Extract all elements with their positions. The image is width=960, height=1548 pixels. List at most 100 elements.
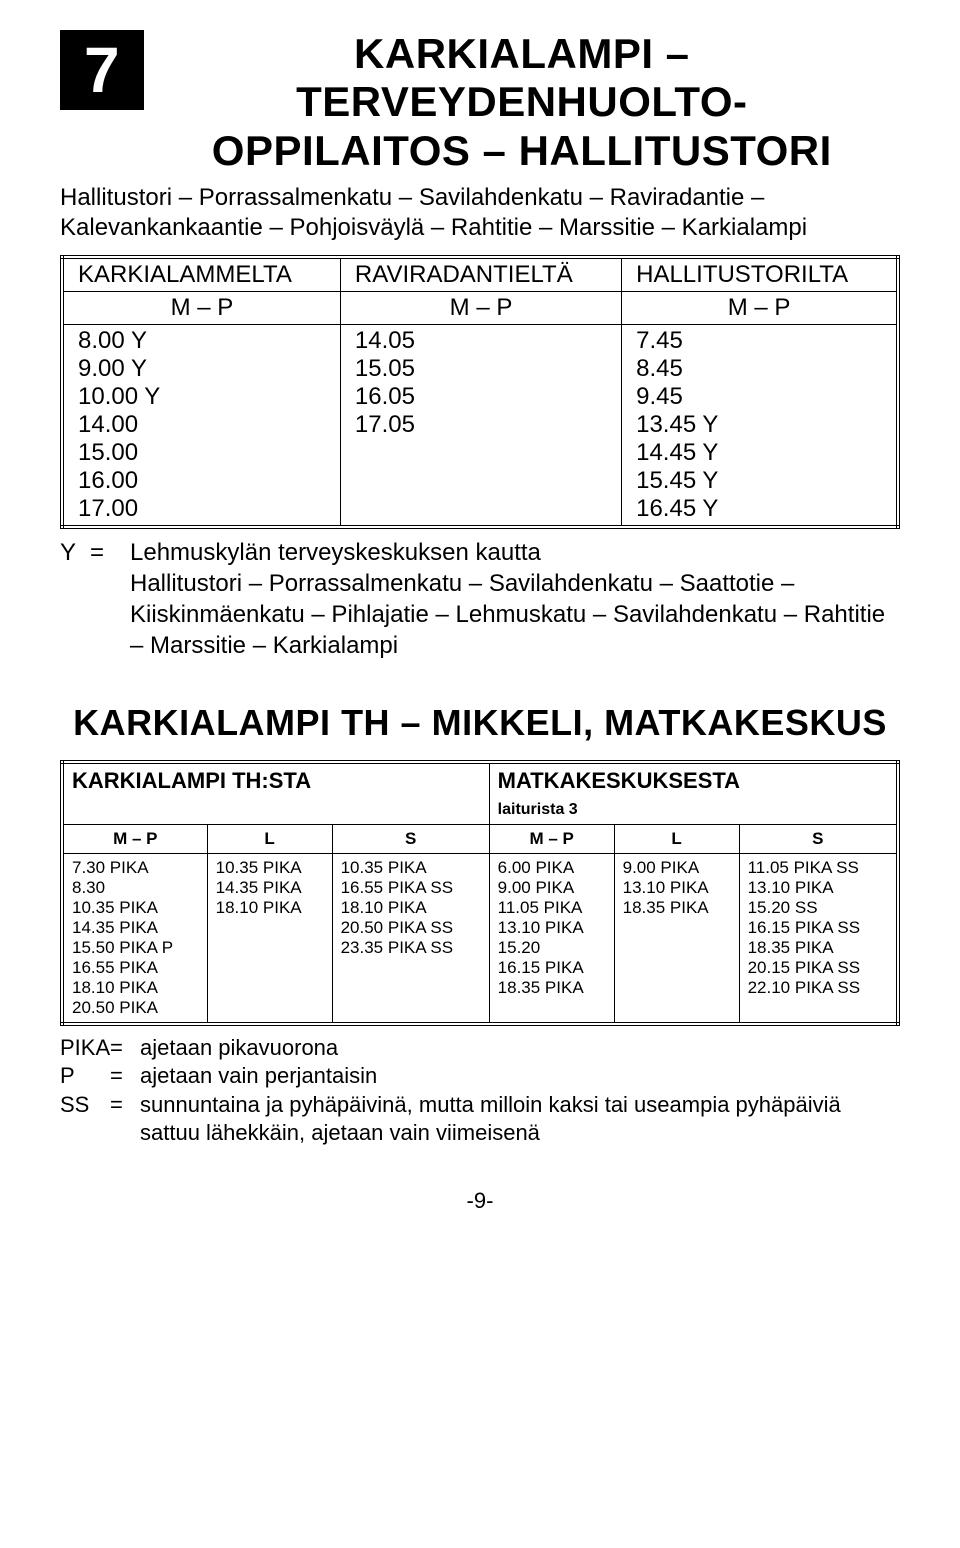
time-value: 18.10 PIKA (216, 898, 324, 918)
title-line1: KARKIALAMPI – TERVEYDENHUOLTO- (144, 30, 900, 127)
time-value: 14.00 (78, 411, 326, 439)
time-value: 13.45 Y (636, 411, 882, 439)
tt2-c4: 6.00 PIKA9.00 PIKA11.05 PIKA13.10 PIKA15… (489, 853, 614, 1024)
table1-sub-1: M – P (62, 291, 340, 324)
time-value: 15.45 Y (636, 467, 882, 495)
note-y: Y = Lehmuskylän terveyskeskuksen kautta … (60, 537, 900, 662)
legend-eq: = (110, 1062, 140, 1091)
legend-val: sunnuntaina ja pyhäpäivinä, mutta milloi… (140, 1091, 900, 1148)
legend-val: ajetaan vain perjantaisin (140, 1062, 900, 1091)
table1-sub-2: M – P (340, 291, 621, 324)
time-value: 8.30 (72, 878, 199, 898)
legend-eq: = (110, 1091, 140, 1148)
note-eq: = (90, 537, 130, 662)
time-value: 16.15 PIKA (498, 958, 606, 978)
time-value: 15.20 (498, 938, 606, 958)
legend-row-p: P = ajetaan vain perjantaisin (60, 1062, 900, 1091)
time-value: 18.10 PIKA (72, 978, 199, 998)
timetable-2: KARKIALAMPI TH:STA MATKAKESKUKSESTA lait… (60, 760, 900, 1026)
legend-eq: = (110, 1034, 140, 1063)
time-value: 13.10 PIKA (623, 878, 731, 898)
legend-row-ss: SS = sunnuntaina ja pyhäpäivinä, mutta m… (60, 1091, 900, 1148)
page: 7 KARKIALAMPI – TERVEYDENHUOLTO- OPPILAI… (0, 0, 960, 1254)
time-value: 17.00 (78, 495, 326, 523)
time-value: 10.35 PIKA (216, 858, 324, 878)
group2-label: MATKAKESKUKSESTA (498, 768, 740, 793)
time-value: 18.35 PIKA (748, 938, 888, 958)
tt2-colhead-1: M – P (62, 824, 207, 853)
section2-title: KARKIALAMPI TH – MIKKELI, MATKAKESKUS (60, 702, 900, 744)
group-head-1: KARKIALAMPI TH:STA (62, 762, 489, 825)
time-value: 20.50 PIKA (72, 998, 199, 1018)
time-value: 15.05 (355, 355, 607, 383)
tt2-colhead-3: S (332, 824, 489, 853)
time-value: 20.15 PIKA SS (748, 958, 888, 978)
route-description: Hallitustori – Porrassalmenkatu – Savila… (60, 183, 900, 243)
title-line2: OPPILAITOS – HALLITUSTORI (144, 127, 900, 175)
time-value: 10.00 Y (78, 383, 326, 411)
route-number: 7 (60, 30, 144, 110)
time-value: 18.35 PIKA (498, 978, 606, 998)
table1-col3: 7.458.459.4513.45 Y14.45 Y15.45 Y16.45 Y (622, 324, 898, 527)
table1-sub-3: M – P (622, 291, 898, 324)
time-value: 9.00 PIKA (498, 878, 606, 898)
group-head-2: MATKAKESKUKSESTA laiturista 3 (489, 762, 898, 825)
table1-col1: 8.00 Y9.00 Y10.00 Y14.0015.0016.0017.00 (62, 324, 340, 527)
time-value: 16.45 Y (636, 495, 882, 523)
tt2-c5: 9.00 PIKA13.10 PIKA18.35 PIKA (614, 853, 739, 1024)
timetable-1: KARKIALAMMELTA RAVIRADANTIELTÄ HALLITUST… (60, 255, 900, 529)
table1-header-3: HALLITUSTORILTA (622, 257, 898, 292)
time-value: 15.00 (78, 439, 326, 467)
time-value: 11.05 PIKA (498, 898, 606, 918)
time-value: 16.55 PIKA (72, 958, 199, 978)
tt2-colhead-2: L (207, 824, 332, 853)
time-value: 6.00 PIKA (498, 858, 606, 878)
legend-key: P (60, 1062, 110, 1091)
tt2-c2: 10.35 PIKA14.35 PIKA18.10 PIKA (207, 853, 332, 1024)
tt2-colhead-4: M – P (489, 824, 614, 853)
time-value: 9.45 (636, 383, 882, 411)
time-value: 7.45 (636, 327, 882, 355)
time-value: 18.10 PIKA (341, 898, 481, 918)
time-value: 8.00 Y (78, 327, 326, 355)
legend-row-pika: PIKA = ajetaan pikavuorona (60, 1034, 900, 1063)
time-value: 16.00 (78, 467, 326, 495)
time-value: 13.10 PIKA (748, 878, 888, 898)
legend-key: SS (60, 1091, 110, 1148)
time-value: 16.55 PIKA SS (341, 878, 481, 898)
legend-val: ajetaan pikavuorona (140, 1034, 900, 1063)
note-key: Y (60, 537, 90, 662)
time-value: 15.50 PIKA P (72, 938, 199, 958)
group2-sub: laiturista 3 (498, 801, 578, 818)
time-value: 9.00 Y (78, 355, 326, 383)
time-value: 9.00 PIKA (623, 858, 731, 878)
time-value: 13.10 PIKA (498, 918, 606, 938)
tt2-c6: 11.05 PIKA SS13.10 PIKA15.20 SS16.15 PIK… (739, 853, 898, 1024)
table1-header-2: RAVIRADANTIELTÄ (340, 257, 621, 292)
page-number: -9- (60, 1188, 900, 1214)
time-value: 18.35 PIKA (623, 898, 731, 918)
note-line1: Lehmuskylän terveyskeskuksen kautta (130, 537, 900, 568)
tt2-c3: 10.35 PIKA16.55 PIKA SS18.10 PIKA20.50 P… (332, 853, 489, 1024)
time-value: 22.10 PIKA SS (748, 978, 888, 998)
time-value: 20.50 PIKA SS (341, 918, 481, 938)
title-block: KARKIALAMPI – TERVEYDENHUOLTO- OPPILAITO… (144, 30, 900, 175)
time-value: 14.35 PIKA (216, 878, 324, 898)
time-value: 16.05 (355, 383, 607, 411)
table1-col2: 14.0515.0516.0517.05 (340, 324, 621, 527)
time-value: 10.35 PIKA (341, 858, 481, 878)
note-line2: Hallitustori – Porrassalmenkatu – Savila… (130, 568, 900, 662)
time-value: 16.15 PIKA SS (748, 918, 888, 938)
table1-header-1: KARKIALAMMELTA (62, 257, 340, 292)
time-value: 14.05 (355, 327, 607, 355)
header: 7 KARKIALAMPI – TERVEYDENHUOLTO- OPPILAI… (60, 30, 900, 175)
time-value: 14.45 Y (636, 439, 882, 467)
time-value: 11.05 PIKA SS (748, 858, 888, 878)
time-value: 14.35 PIKA (72, 918, 199, 938)
tt2-colhead-6: S (739, 824, 898, 853)
time-value: 17.05 (355, 411, 607, 439)
time-value: 15.20 SS (748, 898, 888, 918)
legend-key: PIKA (60, 1034, 110, 1063)
time-value: 10.35 PIKA (72, 898, 199, 918)
legend: PIKA = ajetaan pikavuorona P = ajetaan v… (60, 1034, 900, 1148)
